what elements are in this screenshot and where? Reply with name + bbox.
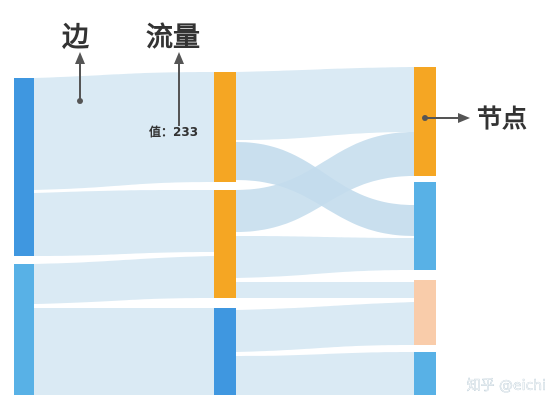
- link-m1-r1-top: [236, 67, 414, 140]
- node-arrow-icon: [458, 113, 470, 123]
- edge-anchor-dot: [77, 98, 83, 104]
- node-right-1: [414, 67, 436, 176]
- link-l1-m2: [34, 190, 214, 256]
- links-layer: [34, 67, 414, 395]
- flow-label: 流量: [146, 22, 200, 53]
- flow-arrow-icon: [174, 52, 184, 64]
- node-left-1: [14, 78, 34, 256]
- node-label: 节点: [477, 104, 527, 133]
- node-right-2: [414, 182, 436, 270]
- link-m2-r2: [236, 236, 414, 278]
- link-m2-r3: [236, 282, 414, 298]
- node-mid-1: [214, 72, 236, 182]
- node-right-3: [414, 280, 436, 345]
- link-l2-m2: [34, 256, 214, 304]
- node-annotation: 节点: [422, 104, 527, 133]
- flow-annotation: 流量 值：233: [146, 22, 200, 139]
- link-m3-r4: [236, 352, 414, 395]
- value-tooltip: 值：233: [149, 124, 198, 139]
- nodes-layer: [14, 67, 436, 395]
- watermark-text: 知乎 @eichi: [467, 377, 546, 394]
- link-m3-r3: [236, 302, 414, 352]
- edge-arrow-icon: [75, 52, 85, 64]
- node-right-4: [414, 352, 436, 395]
- node-mid-2: [214, 190, 236, 298]
- edge-label: 边: [62, 22, 90, 53]
- edge-annotation: 边: [62, 22, 90, 104]
- node-mid-3: [214, 308, 236, 395]
- link-l2-m3: [34, 308, 214, 395]
- link-m2-r1-cross: [236, 132, 414, 232]
- node-left-2: [14, 264, 34, 395]
